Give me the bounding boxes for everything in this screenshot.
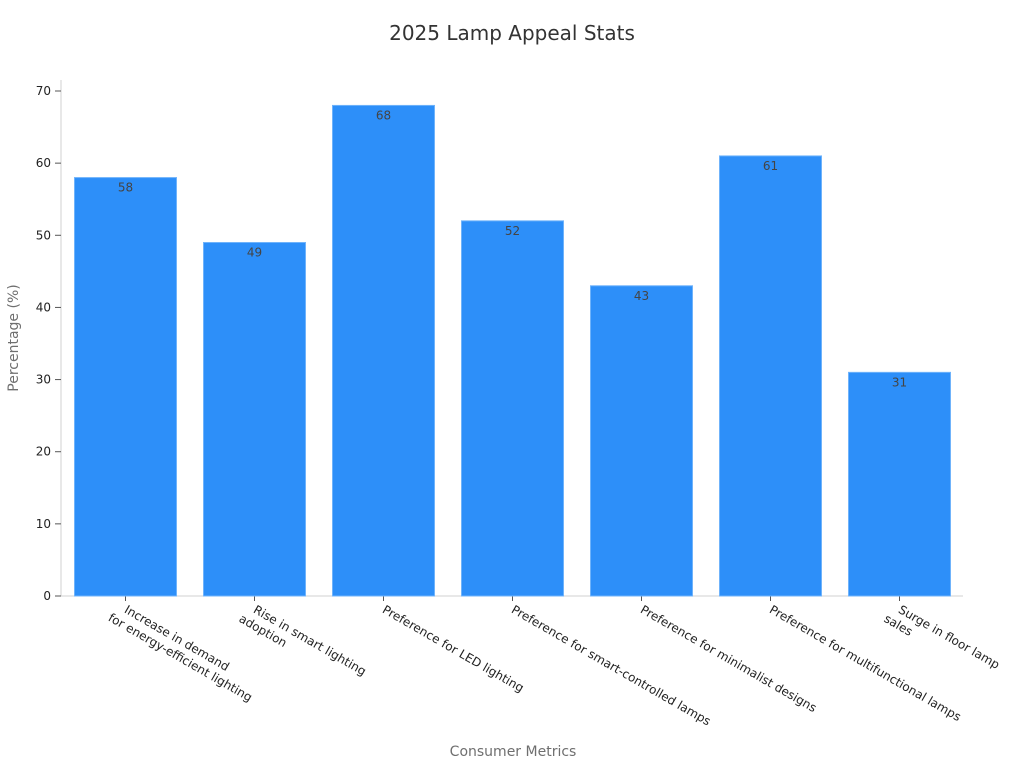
x-tick-label-line: for energy-efficient lighting — [106, 610, 255, 704]
bar — [203, 241, 306, 597]
data-labels-group: 58 49 68 52 43 61 31 — [118, 108, 907, 389]
data-label: 31 — [892, 375, 907, 389]
y-tick-label: 0 — [43, 589, 51, 603]
x-tick-label: Preference for smart-controlled lamps — [509, 602, 713, 728]
data-label: 61 — [763, 159, 778, 173]
x-tick-label-line: Preference for smart-controlled lamps — [509, 602, 713, 728]
data-label: 49 — [247, 245, 262, 259]
y-tick-label: 40 — [36, 300, 51, 314]
y-tick-label: 60 — [36, 156, 51, 170]
bar — [590, 285, 693, 597]
data-label: 43 — [634, 289, 649, 303]
x-tick-label-line: Surge in floor lamp — [896, 602, 1002, 671]
x-tick-label: Preference for LED lighting — [380, 602, 526, 695]
bars-group — [74, 104, 951, 597]
y-axis-label: Percentage (%) — [6, 284, 22, 391]
x-tick-label: Surge in floor lampsales — [882, 598, 1003, 684]
y-tick-label: 50 — [36, 228, 51, 242]
y-tick-label: 30 — [36, 373, 51, 387]
y-axis: 0 10 20 30 40 50 60 70 — [36, 80, 62, 603]
category-labels-group: Increase in demandfor energy-efficient l… — [106, 597, 1003, 728]
x-tick-label: Increase in demandfor energy-efficient l… — [106, 597, 262, 704]
chart-title: 2025 Lamp Appeal Stats — [389, 21, 635, 45]
x-axis-label: Consumer Metrics — [450, 744, 577, 760]
bar — [719, 155, 822, 597]
x-tick-label-line: Preference for LED lighting — [380, 602, 526, 695]
x-axis — [61, 595, 963, 601]
y-tick-label: 20 — [36, 445, 51, 459]
y-tick-label: 70 — [36, 84, 51, 98]
data-label: 68 — [376, 108, 391, 122]
bar — [332, 104, 435, 597]
x-tick-label: Rise in smart lightingadoption — [237, 598, 369, 691]
data-label: 52 — [505, 224, 520, 238]
bar — [848, 371, 951, 597]
bar — [461, 220, 564, 597]
bar — [74, 177, 177, 597]
data-label: 58 — [118, 181, 133, 195]
y-tick-label: 10 — [36, 517, 51, 531]
